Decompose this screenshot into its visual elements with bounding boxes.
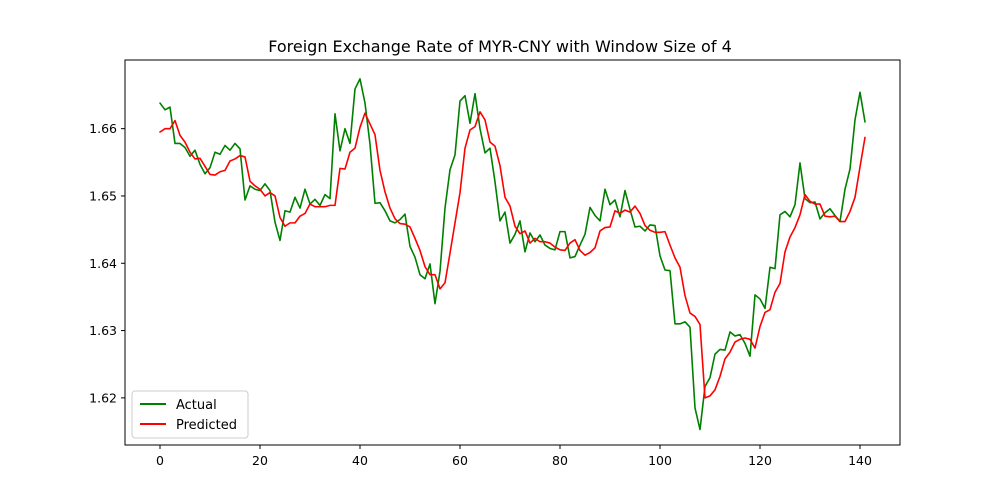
legend-actual-label: Actual xyxy=(176,398,217,413)
legend-predicted-label: Predicted xyxy=(176,418,237,433)
x-tick-label: 120 xyxy=(748,453,772,468)
x-tick-label: 140 xyxy=(848,453,872,468)
plot-frame xyxy=(124,59,901,446)
chart-title: Foreign Exchange Rate of MYR-CNY with Wi… xyxy=(268,37,732,56)
y-tick-label: 1.63 xyxy=(89,323,117,338)
y-axis: 1.62 1.63 1.64 1.65 1.66 xyxy=(89,121,125,405)
x-tick-label: 0 xyxy=(156,453,164,468)
plot-area xyxy=(124,59,901,446)
series-line-actual xyxy=(159,78,866,431)
series-layer xyxy=(159,78,866,431)
x-tick-label: 80 xyxy=(552,453,568,468)
legend-box xyxy=(131,390,249,439)
y-tick-label: 1.65 xyxy=(89,188,117,203)
series-line-predicted xyxy=(159,111,866,399)
legend: Actual Predicted xyxy=(131,390,249,439)
y-tick-label: 1.66 xyxy=(89,121,117,136)
x-tick-label: 20 xyxy=(252,453,268,468)
x-axis: 0 20 40 60 80 100 120 140 xyxy=(156,445,872,468)
y-tick-label: 1.62 xyxy=(89,390,117,405)
y-tick-label: 1.64 xyxy=(89,256,117,271)
x-tick-label: 100 xyxy=(648,453,672,468)
plot-background xyxy=(125,60,900,445)
x-tick-label: 60 xyxy=(452,453,468,468)
x-tick-label: 40 xyxy=(352,453,368,468)
